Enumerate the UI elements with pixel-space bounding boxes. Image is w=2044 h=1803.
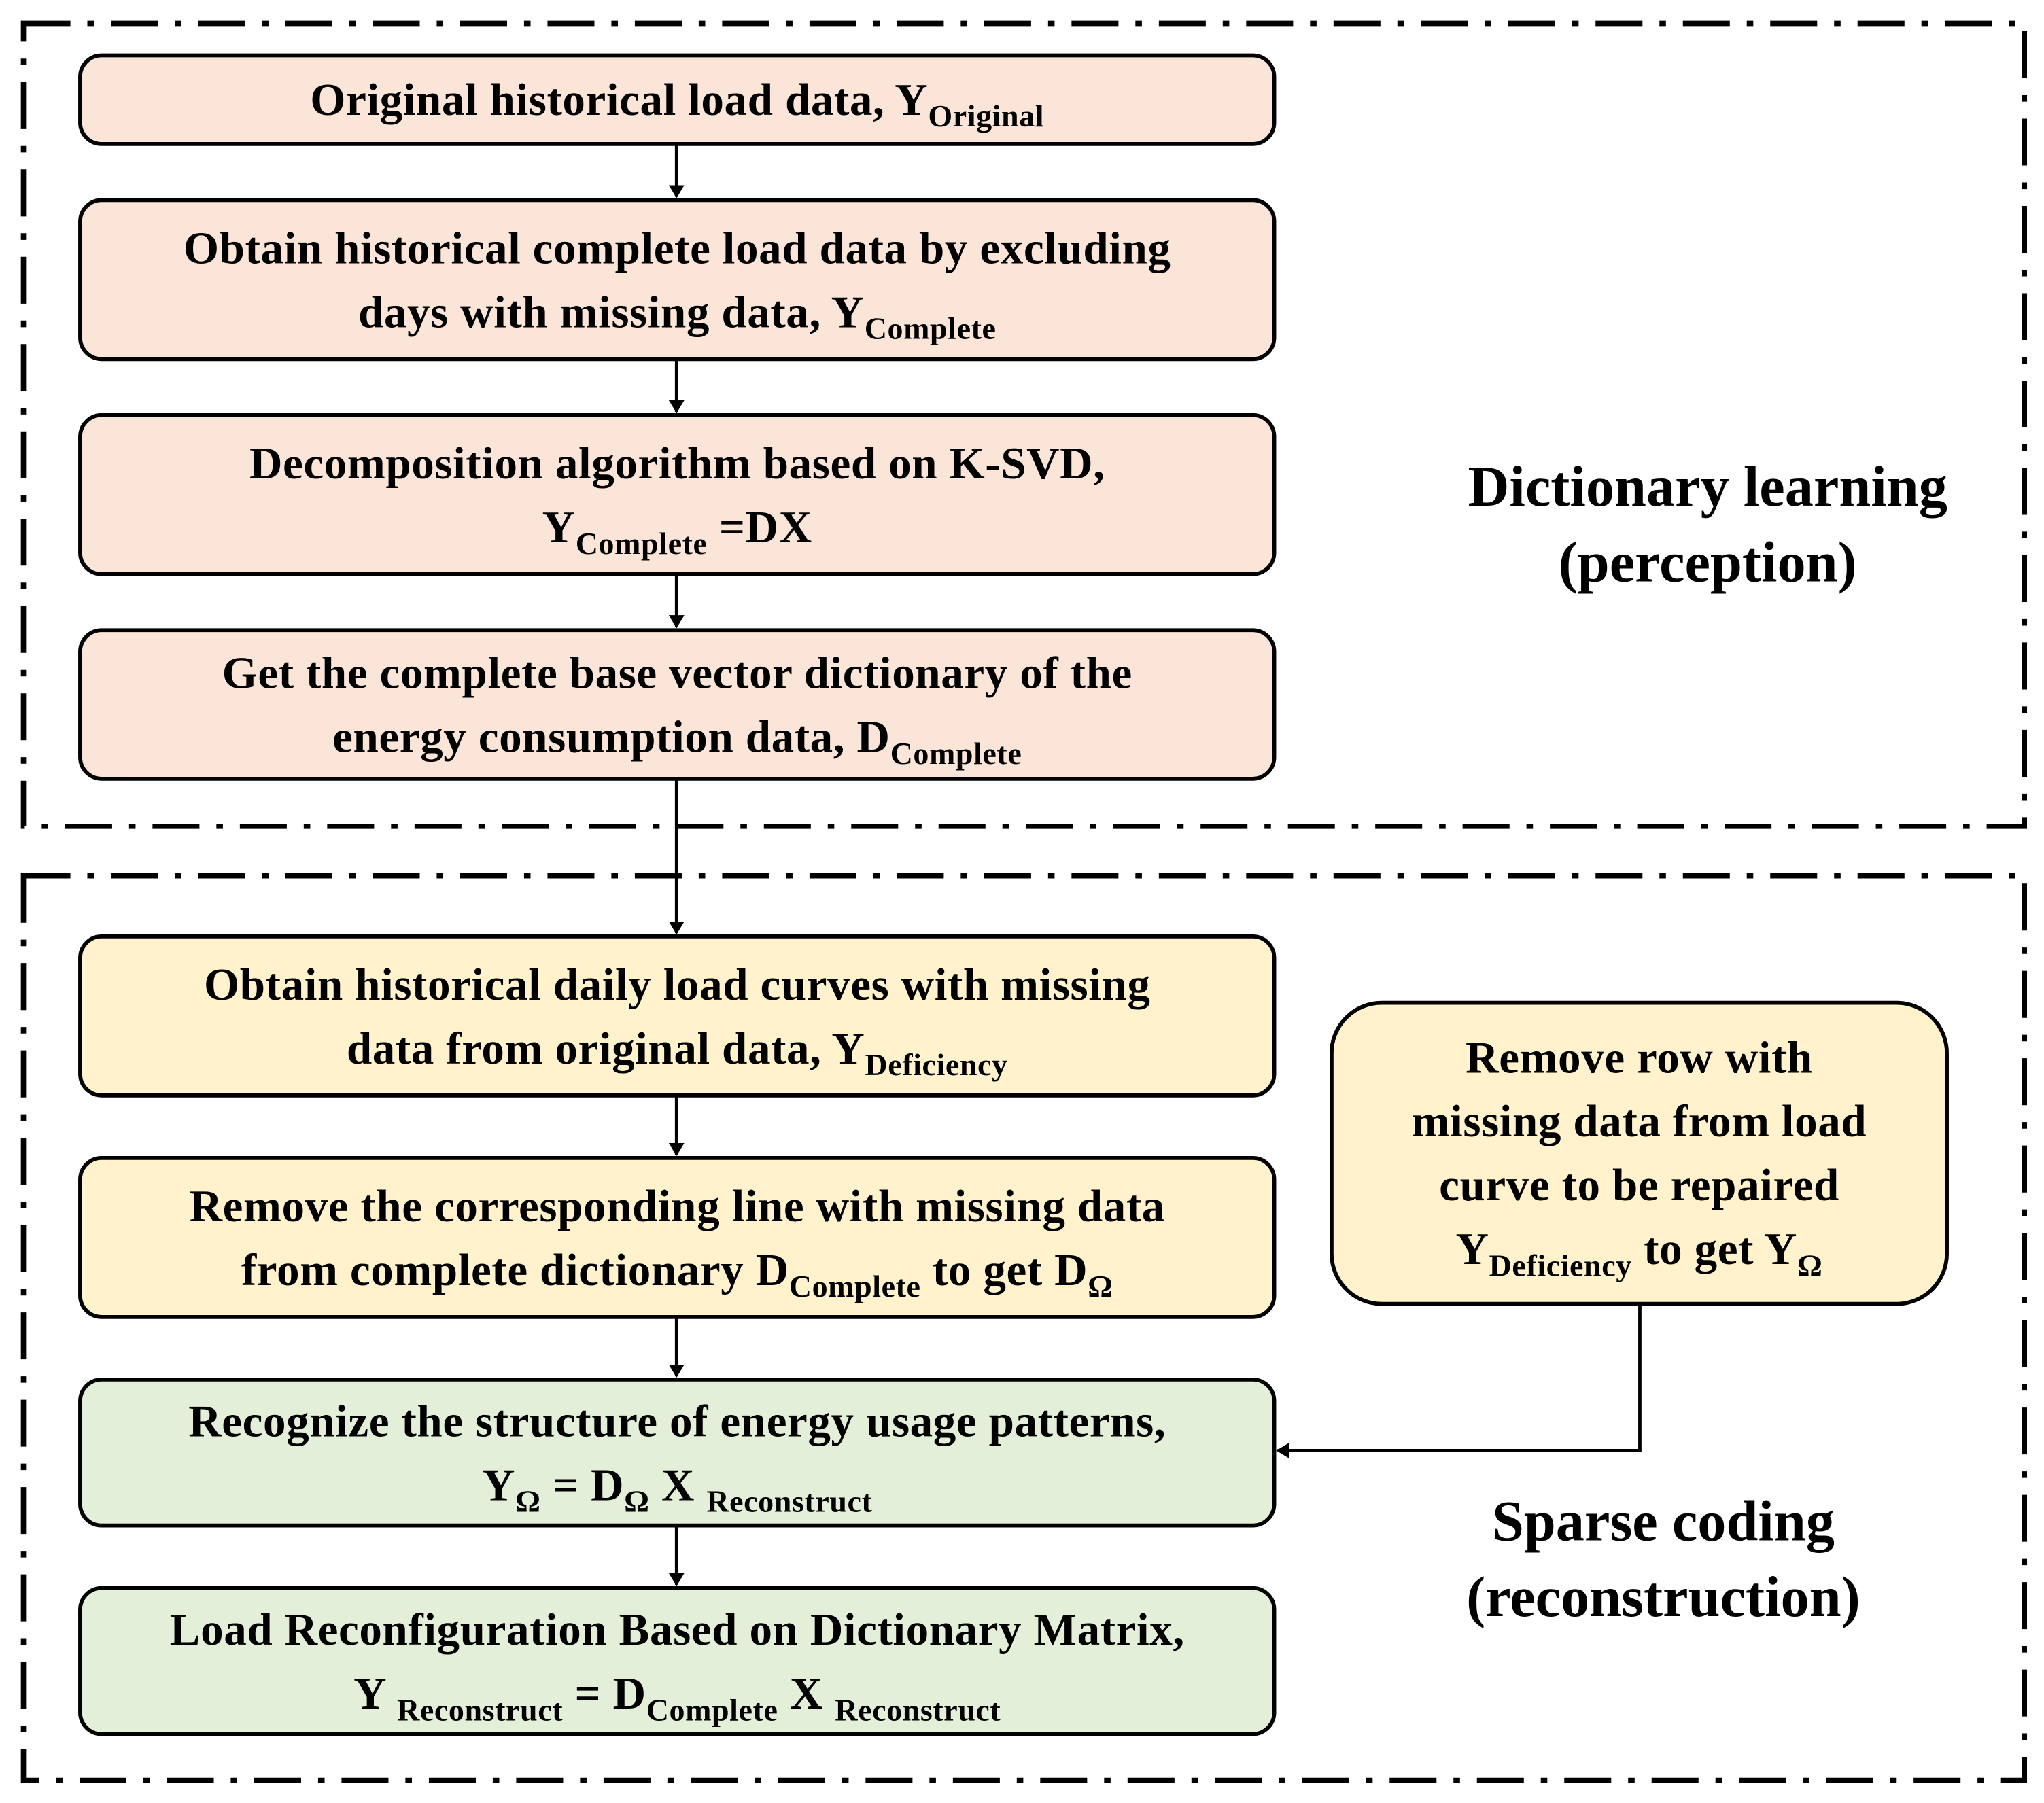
step-box-base-dictionary: Get the complete base vector dictionary … bbox=[78, 628, 1277, 781]
step-text-line: Remove the corresponding line with missi… bbox=[190, 1174, 1165, 1238]
section-label-line: (perception) bbox=[1558, 530, 1857, 595]
step-text: to get D bbox=[920, 1244, 1088, 1295]
step-text-line: data from original data, YDeficiency bbox=[346, 1016, 1008, 1083]
step-text: from complete dictionary D bbox=[241, 1244, 789, 1295]
step-text-line: days with missing data, YComplete bbox=[358, 279, 997, 347]
step-box-recognize-patterns: Recognize the structure of energy usage … bbox=[78, 1378, 1277, 1528]
step-text-line: Obtain historical daily load curves with… bbox=[204, 952, 1151, 1016]
subscript: Ω bbox=[624, 1485, 650, 1520]
step-text: Recognize the structure of energy usage … bbox=[188, 1395, 1166, 1446]
step-text-line: Remove row with bbox=[1466, 1026, 1813, 1089]
step-text: Y bbox=[542, 501, 576, 553]
subscript: Original bbox=[928, 100, 1045, 135]
step-text: energy consumption data, D bbox=[332, 711, 890, 762]
step-text: Obtain historical daily load curves with… bbox=[203, 958, 1151, 1010]
dictionary-learning-region bbox=[20, 20, 2028, 829]
subscript: Ω bbox=[515, 1485, 541, 1520]
subscript: Complete bbox=[864, 312, 997, 347]
step-box-remove-row: Remove row with missing data from load cur… bbox=[1330, 1000, 1949, 1306]
step-text: Obtain historical complete load data by … bbox=[183, 222, 1171, 273]
step-text: missing data from load bbox=[1411, 1096, 1867, 1147]
subscript: Complete bbox=[789, 1270, 921, 1304]
step-text: data from original data, Y bbox=[346, 1022, 865, 1074]
step-text-line: Decomposition algorithm based on K-SVD, bbox=[249, 431, 1105, 495]
step-text: Get the complete base vector dictionary … bbox=[222, 647, 1132, 698]
step-text: Y bbox=[482, 1458, 516, 1510]
step-text-line: energy consumption data, DComplete bbox=[332, 705, 1022, 769]
subscript: Deficiency bbox=[1489, 1250, 1632, 1284]
step-box-deficiency-curves: Obtain historical daily load curves with… bbox=[78, 934, 1277, 1098]
step-text: Remove the corresponding line with missi… bbox=[189, 1180, 1165, 1231]
subscript: Reconstruct bbox=[835, 1694, 1001, 1728]
step-text: X bbox=[778, 1667, 835, 1719]
step-text: X bbox=[649, 1458, 707, 1510]
step-text-line: Original historical load data, YOriginal bbox=[310, 68, 1045, 135]
step-text-line: missing data from load bbox=[1412, 1089, 1867, 1153]
step-text-line: from complete dictionary DComplete to ge… bbox=[241, 1238, 1113, 1304]
step-text: Original historical load data, Y bbox=[310, 74, 929, 126]
step-text: Y bbox=[1455, 1223, 1489, 1275]
step-text-line: YDeficiency to get YΩ bbox=[1455, 1217, 1823, 1284]
section-label-sparse-coding: Sparse coding (reconstruction) bbox=[1338, 1484, 1990, 1635]
section-label-line: (reconstruction) bbox=[1466, 1565, 1860, 1630]
step-text-line: YComplete =DX bbox=[542, 495, 812, 559]
step-box-load-reconfiguration: Load Reconfiguration Based on Dictionary… bbox=[78, 1586, 1277, 1736]
step-text-line: Get the complete base vector dictionary … bbox=[222, 641, 1132, 705]
step-text-line: Recognize the structure of energy usage … bbox=[188, 1388, 1166, 1452]
subscript: Complete bbox=[890, 737, 1022, 771]
subscript: Reconstruct bbox=[706, 1485, 873, 1520]
subscript: Reconstruct bbox=[397, 1694, 564, 1728]
subscript: Complete bbox=[575, 527, 708, 561]
step-text-line: Y Reconstruct = DComplete X Reconstruct bbox=[353, 1661, 1001, 1728]
step-text: = D bbox=[563, 1667, 646, 1719]
section-label-dictionary-learning: Dictionary learning (perception) bbox=[1382, 450, 2034, 601]
step-text-line: YΩ = DΩ X Reconstruct bbox=[482, 1452, 873, 1520]
subscript: Complete bbox=[646, 1694, 778, 1728]
section-label-line: Dictionary learning bbox=[1468, 455, 1947, 519]
subscript: Ω bbox=[1797, 1250, 1823, 1284]
step-box-original-data: Original historical load data, YOriginal bbox=[78, 53, 1277, 146]
step-text: Load Reconfiguration Based on Dictionary… bbox=[169, 1603, 1185, 1655]
step-text: Decomposition algorithm based on K-SVD, bbox=[249, 437, 1105, 489]
step-text: = D bbox=[540, 1458, 625, 1510]
step-text-line: Load Reconfiguration Based on Dictionary… bbox=[170, 1597, 1185, 1661]
subscript: Deficiency bbox=[865, 1048, 1008, 1083]
step-text-line: Obtain historical complete load data by … bbox=[184, 215, 1171, 279]
step-box-remove-dictionary-line: Remove the corresponding line with missi… bbox=[78, 1156, 1277, 1319]
section-label-line: Sparse coding bbox=[1491, 1489, 1835, 1554]
step-box-complete-data: Obtain historical complete load data by … bbox=[78, 198, 1277, 362]
step-text: curve to be repaired bbox=[1439, 1159, 1839, 1211]
step-text: Remove row with bbox=[1466, 1032, 1813, 1083]
step-text: days with missing data, Y bbox=[358, 285, 865, 337]
sparse-coding-region bbox=[20, 873, 2028, 1783]
step-box-ksvd-decomposition: Decomposition algorithm based on K-SVD, Y… bbox=[78, 413, 1277, 576]
step-text: to get Y bbox=[1631, 1223, 1797, 1275]
step-text: Y bbox=[353, 1667, 398, 1719]
step-text-line: curve to be repaired bbox=[1439, 1153, 1839, 1217]
subscript: Ω bbox=[1088, 1270, 1113, 1304]
arrow bbox=[1276, 1304, 1642, 1458]
step-text: =DX bbox=[707, 501, 812, 553]
